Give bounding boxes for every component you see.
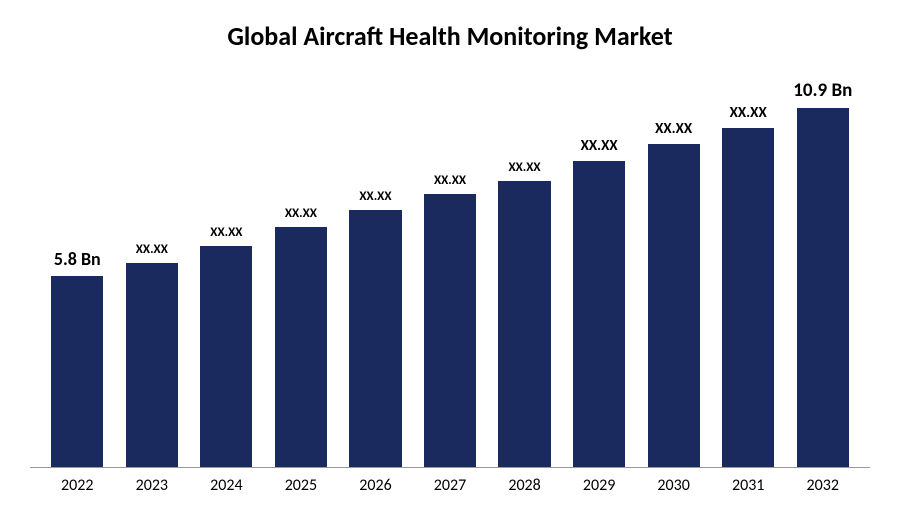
bar-value-label: 10.9 Bn [793, 79, 852, 102]
plot-area: 5.8 Bn XX.XX XX.XX XX.XX XX.XX XX.XX XX.XX XX.X… [30, 72, 870, 468]
x-axis-label: 2024 [189, 476, 264, 495]
x-axis-label: 2022 [40, 476, 115, 495]
x-axis-label: 2026 [338, 476, 413, 495]
bar [573, 161, 625, 467]
bar [722, 128, 774, 467]
bar-value-label: XX.XX [285, 206, 317, 221]
x-axis-label: 2023 [115, 476, 190, 495]
bar-group: XX.XX [189, 72, 264, 467]
bar-value-label: 5.8 Bn [54, 248, 101, 270]
x-axis-label: 2030 [636, 476, 711, 495]
bar [200, 246, 252, 467]
bar-value-label: XX.XX [730, 104, 767, 122]
bar-group: 10.9 Bn [785, 72, 860, 467]
bar-value-label: XX.XX [434, 173, 466, 188]
bar-group: XX.XX [487, 72, 562, 467]
bar-group: XX.XX [338, 72, 413, 467]
chart-title: Global Aircraft Health Monitoring Market [30, 20, 870, 52]
chart-container: Global Aircraft Health Monitoring Market… [0, 0, 900, 525]
bar-group: XX.XX [264, 72, 339, 467]
bar [126, 263, 178, 467]
bar-group: 5.8 Bn [40, 72, 115, 467]
x-axis-label: 2031 [711, 476, 786, 495]
x-axis-label: 2028 [487, 476, 562, 495]
bar-value-label: XX.XX [581, 137, 618, 155]
bar-group: XX.XX [115, 72, 190, 467]
bar [51, 276, 103, 467]
bar [275, 227, 327, 467]
x-axis-label: 2032 [785, 476, 860, 495]
bar-group: XX.XX [562, 72, 637, 467]
x-axis-label: 2029 [562, 476, 637, 495]
bar [498, 181, 550, 467]
bar-group: XX.XX [636, 72, 711, 467]
bar [648, 144, 700, 467]
x-axis-label: 2027 [413, 476, 488, 495]
bar-value-label: XX.XX [655, 120, 692, 138]
x-axis: 2022202320242025202620272028202920302031… [30, 468, 870, 495]
bar [349, 210, 401, 467]
bar [424, 194, 476, 467]
x-axis-label: 2025 [264, 476, 339, 495]
bar-value-label: XX.XX [210, 225, 242, 240]
bar [797, 108, 849, 467]
bar-value-label: XX.XX [508, 160, 540, 175]
bar-value-label: XX.XX [359, 189, 391, 204]
bar-value-label: XX.XX [136, 242, 168, 257]
bar-group: XX.XX [711, 72, 786, 467]
bar-group: XX.XX [413, 72, 488, 467]
